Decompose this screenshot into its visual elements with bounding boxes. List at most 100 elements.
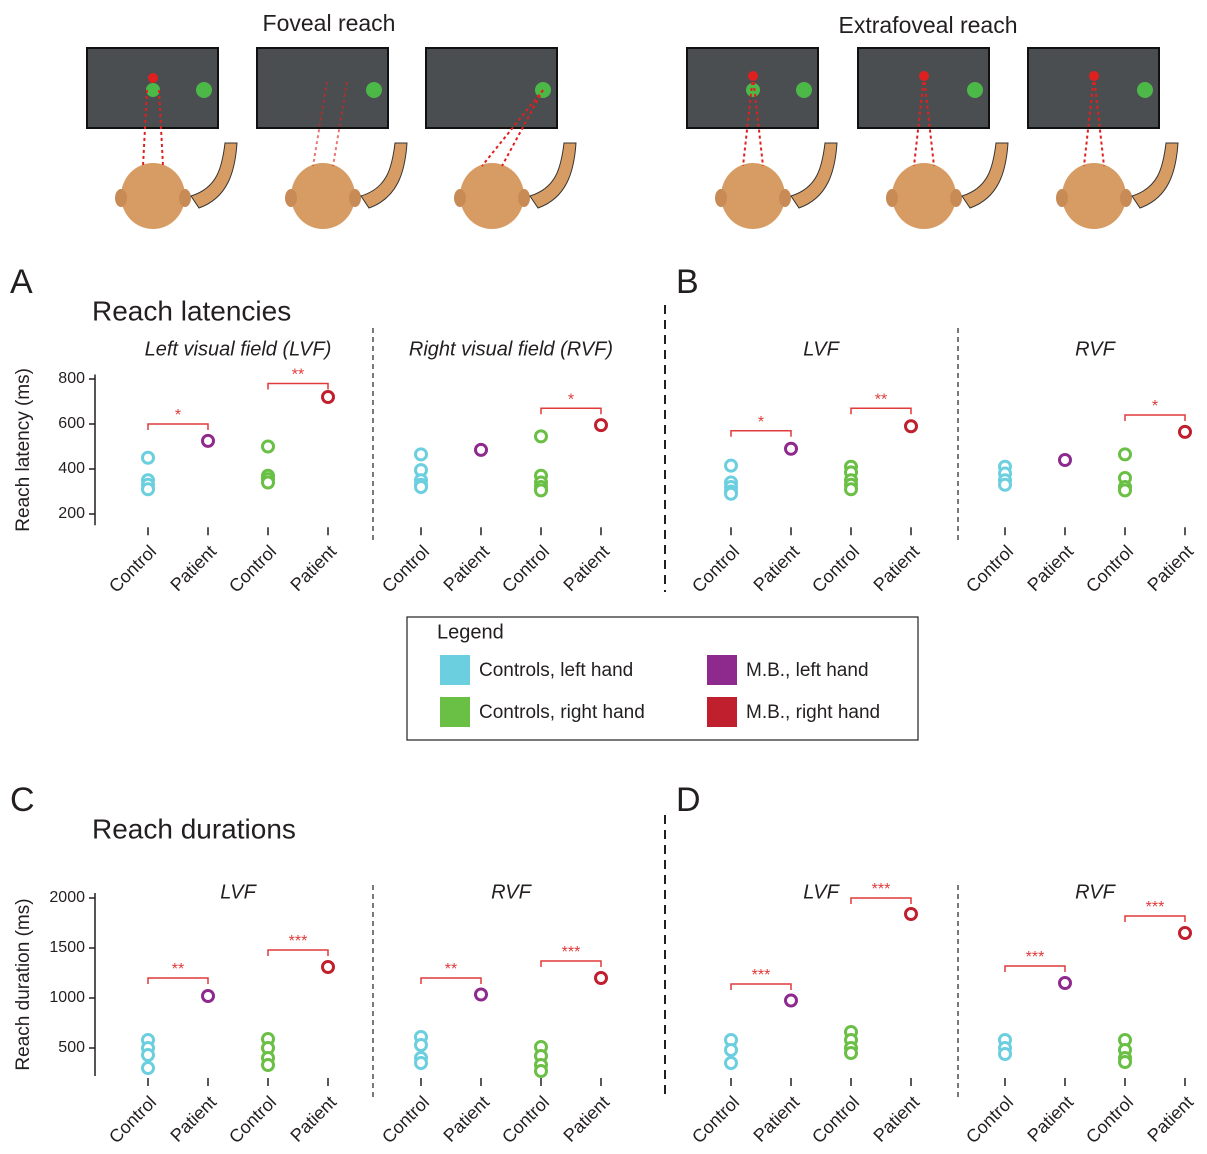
data-point — [726, 1058, 737, 1069]
data-point — [1000, 1049, 1011, 1060]
significance-bracket — [421, 978, 481, 984]
x-tick-label: Patient — [749, 1092, 803, 1146]
data-point — [536, 431, 547, 442]
subplot-title: LVF — [803, 338, 840, 360]
data-point — [726, 460, 737, 471]
data-point — [476, 989, 487, 1000]
x-tick-label: Control — [808, 541, 863, 596]
data-point — [1120, 449, 1131, 460]
significance-bracket — [851, 408, 911, 414]
data-point — [143, 1063, 154, 1074]
x-tick-label: Control — [808, 1092, 863, 1147]
significance-bracket — [148, 978, 208, 984]
significance-label: *** — [562, 944, 581, 961]
subplot-title: Right visual field (RVF) — [409, 338, 613, 360]
x-tick-label: Control — [688, 1092, 743, 1147]
data-point — [1180, 426, 1191, 437]
x-tick-label: Patient — [749, 541, 803, 595]
y-axis-label: Reach duration (ms) — [13, 898, 34, 1070]
data-point — [1060, 455, 1071, 466]
significance-label: ** — [292, 367, 304, 384]
x-tick-label: Control — [105, 541, 160, 596]
legend-label: M.B., left hand — [746, 660, 869, 681]
significance-bracket — [541, 961, 601, 967]
data-point — [1000, 479, 1011, 490]
data-point — [1120, 1057, 1131, 1068]
x-tick-label: Control — [962, 1092, 1017, 1147]
legend-label: Controls, right hand — [479, 702, 645, 723]
significance-label: *** — [1146, 899, 1165, 916]
data-point — [786, 443, 797, 454]
data-point — [143, 1050, 154, 1061]
y-tick-label: 500 — [58, 1039, 85, 1056]
subplot: LVFControlPatientControlPatient*** — [688, 338, 923, 596]
data-point — [846, 484, 857, 495]
legend-swatch — [707, 655, 737, 685]
x-tick-label: Patient — [559, 1092, 613, 1146]
x-tick-label: Control — [1082, 541, 1137, 596]
data-point — [596, 420, 607, 431]
data-point — [536, 485, 547, 496]
y-tick-label: 2000 — [49, 889, 85, 906]
significance-label: * — [758, 414, 764, 431]
significance-label: *** — [872, 881, 891, 898]
data-point — [263, 477, 274, 488]
y-axis-label: Reach latency (ms) — [13, 368, 34, 532]
x-tick-label: Control — [225, 1092, 280, 1147]
x-tick-label: Patient — [869, 1092, 923, 1146]
x-tick-label: Control — [378, 1092, 433, 1147]
data-point — [1120, 485, 1131, 496]
significance-label: * — [1152, 398, 1158, 415]
x-tick-label: Control — [498, 541, 553, 596]
x-tick-label: Patient — [286, 541, 340, 595]
legend-swatch — [440, 655, 470, 685]
significance-label: *** — [289, 933, 308, 950]
y-tick-label: 400 — [58, 460, 85, 477]
subplot: Right visual field (RVF)ControlPatientCo… — [378, 338, 613, 596]
data-point — [263, 1060, 274, 1071]
significance-bracket — [851, 898, 911, 904]
data-point — [846, 1048, 857, 1059]
significance-bracket — [1005, 966, 1065, 972]
data-point — [416, 482, 427, 493]
significance-bracket — [268, 384, 328, 390]
subplot: RVFControlPatientControlPatient***** — [378, 881, 613, 1147]
panel-label: D — [676, 781, 701, 819]
subplot-title: RVF — [1075, 338, 1116, 360]
data-point — [143, 484, 154, 495]
data-point — [416, 1040, 427, 1051]
legend-title: Legend — [437, 621, 504, 643]
x-tick-label: Patient — [286, 1092, 340, 1146]
significance-label: ** — [172, 961, 184, 978]
y-tick-label: 800 — [58, 370, 85, 387]
data-point — [726, 488, 737, 499]
figure: Foveal reach Extrafoveal reach A B C D R… — [0, 0, 1207, 1154]
y-tick-label: 200 — [58, 505, 85, 522]
significance-label: * — [175, 407, 181, 424]
x-tick-label: Patient — [869, 541, 923, 595]
x-tick-label: Control — [962, 541, 1017, 596]
panel-label: A — [10, 263, 33, 301]
significance-label: ** — [875, 391, 887, 408]
significance-bracket — [731, 984, 791, 990]
legend-label: Controls, left hand — [479, 660, 633, 681]
illustration-title: Foveal reach — [263, 10, 396, 36]
x-tick-label: Control — [225, 541, 280, 596]
legend-swatch — [440, 697, 470, 727]
subplot-title: LVF — [220, 881, 257, 903]
data-point — [596, 973, 607, 984]
data-point — [416, 1058, 427, 1069]
data-point — [536, 1066, 547, 1077]
subplot-title: Left visual field (LVF) — [145, 338, 332, 360]
significance-bracket — [541, 408, 601, 414]
data-point — [786, 995, 797, 1006]
illustration: Foveal reach Extrafoveal reach — [87, 10, 1178, 229]
significance-bracket — [148, 424, 208, 430]
data-point — [416, 449, 427, 460]
data-point — [323, 392, 334, 403]
x-tick-label: Patient — [1143, 1092, 1197, 1146]
subplot-title: RVF — [1075, 881, 1116, 903]
significance-bracket — [268, 950, 328, 956]
